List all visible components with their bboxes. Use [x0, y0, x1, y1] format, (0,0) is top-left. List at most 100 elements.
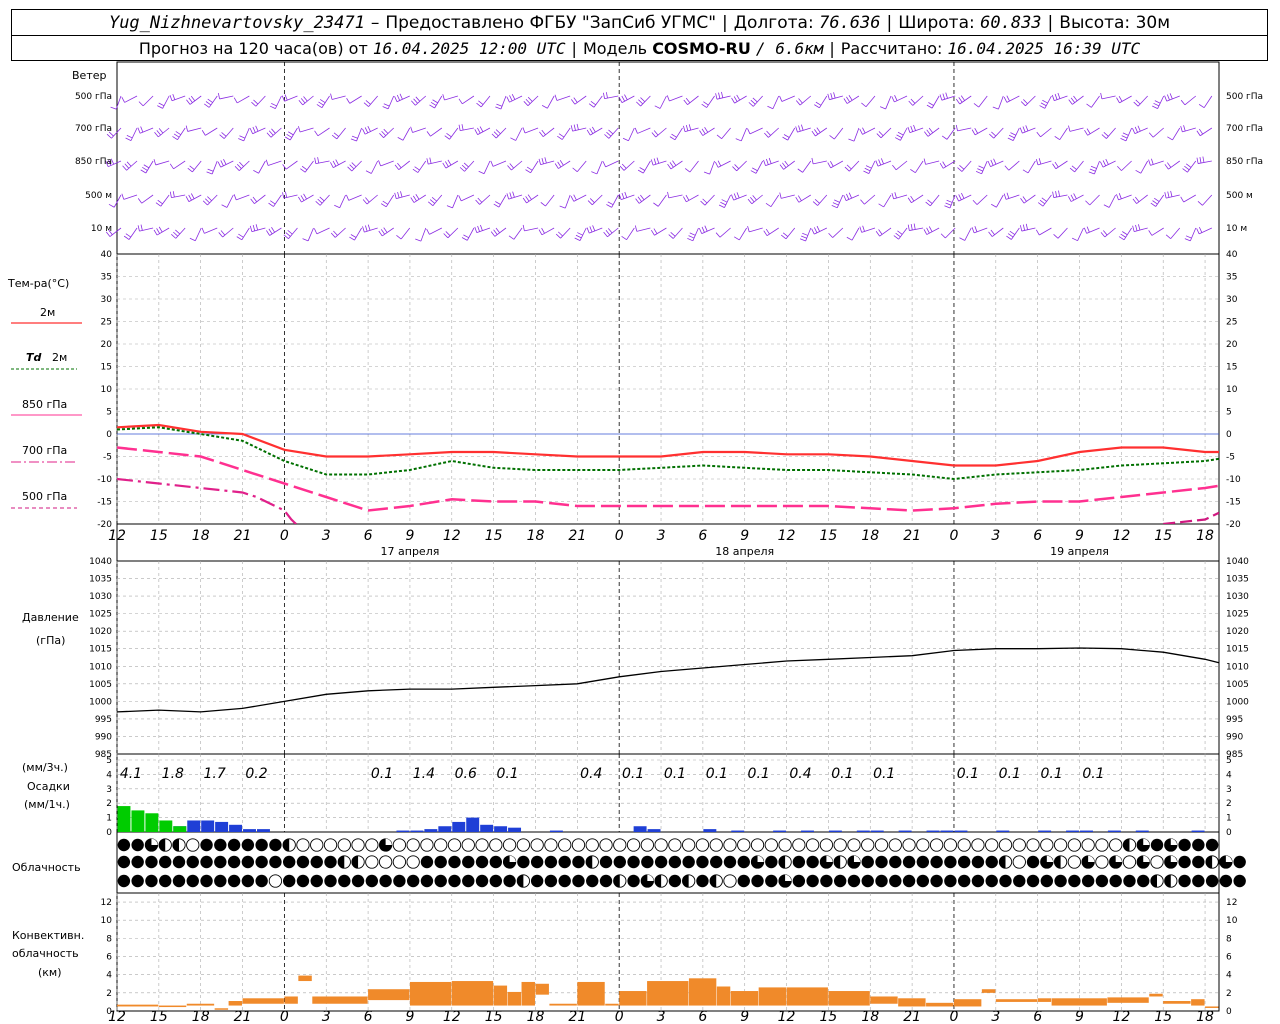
cloud-full: [200, 838, 213, 852]
wind-barb-flag: [442, 94, 445, 101]
wind-barb: [321, 95, 330, 108]
temp-xtick-0: 12: [108, 528, 126, 544]
wind-barb-flag: [153, 159, 157, 166]
wind-barb-flag: [991, 131, 997, 137]
wind-barb-flag: [1116, 97, 1120, 104]
wind-barb-flag: [846, 193, 850, 200]
cloud-clear: [461, 838, 475, 852]
conv-cloud-bar: [521, 981, 535, 1006]
wind-barb: [187, 127, 202, 132]
wind-barb-flag: [206, 171, 213, 175]
wind-barb-flag: [942, 93, 946, 100]
cloud-most: [151, 838, 158, 845]
wind-barb-flag: [110, 158, 115, 165]
wind-barb-flag: [315, 201, 321, 206]
wind-barb-flag: [1138, 224, 1141, 231]
wind-barb-flag: [300, 98, 306, 104]
temp-xtick-25: 15: [1154, 528, 1172, 544]
wind-barb-flag: [207, 98, 213, 103]
precip-total-2: 1.7: [204, 766, 226, 782]
wind-barb: [830, 160, 844, 169]
wind-barb-flag: [431, 196, 437, 202]
wind-barb-flag: [508, 235, 515, 240]
wind-barb-flag: [332, 160, 337, 167]
wind-barb: [1125, 127, 1132, 141]
wind-barb: [128, 227, 138, 240]
wind-barb-flag: [380, 203, 387, 208]
wind-barb: [1022, 127, 1036, 134]
wind-barb-flag: [895, 232, 901, 238]
cloud-full: [1081, 874, 1095, 888]
wind-level-right-4: 10 м: [1226, 224, 1247, 234]
wind-barb-flag: [105, 161, 109, 167]
wind-barb: [1044, 95, 1052, 109]
wind-barb: [145, 160, 154, 174]
cloud-clear: [378, 855, 393, 869]
wind-barbs: [105, 91, 1213, 242]
wind-barb-flag: [875, 231, 880, 237]
wind-barb-flag: [350, 234, 357, 238]
wind-barb-flag: [463, 234, 469, 239]
wind-barb: [420, 227, 427, 242]
wind-barb-flag: [733, 193, 737, 200]
wind-barb-flag: [878, 203, 884, 208]
wind-barb-flag: [233, 194, 237, 201]
wind-barb-flag: [253, 169, 259, 174]
wind-barb: [879, 227, 892, 237]
conv-xtick-12: 0: [615, 1009, 624, 1024]
wind-barb-flag: [189, 237, 196, 242]
wind-barb-flag: [634, 127, 638, 134]
wind-barb-flag: [1166, 162, 1172, 168]
wind-barb: [268, 160, 282, 166]
precip-bar: [870, 830, 884, 832]
temp-xtick-20: 0: [950, 528, 959, 544]
precip-bar: [1038, 830, 1052, 832]
precip-total-12: 0.1: [748, 766, 770, 782]
wind-barb: [238, 160, 250, 171]
wind-barb: [254, 194, 266, 204]
wind-barb-flag: [1020, 101, 1026, 107]
wind-barb-flag: [570, 195, 575, 202]
wind-barb-flag: [1054, 136, 1060, 141]
wind-barb-flag: [1100, 92, 1103, 99]
wind-barb: [258, 160, 266, 174]
wind-barb-flag: [169, 163, 174, 170]
wind-barb-flag: [797, 168, 803, 173]
wind-barb-flag: [718, 204, 725, 208]
wind-barb-flag: [255, 224, 259, 231]
precip-bar: [424, 829, 438, 832]
wind-barb: [851, 227, 860, 241]
wind-barb: [768, 127, 779, 138]
wind-barb: [205, 127, 218, 136]
wind-barb: [733, 194, 747, 201]
conv-xtick-2: 18: [192, 1009, 210, 1024]
wind-barb: [1121, 160, 1132, 171]
wind-barb-flag: [221, 132, 227, 137]
wind-barb-flag: [747, 128, 751, 135]
wind-barb: [1086, 227, 1100, 234]
precip-bar: [996, 830, 1010, 832]
cloud-clear: [1067, 855, 1082, 869]
wind-barb-flag: [844, 166, 850, 172]
wind-barb: [589, 127, 603, 136]
wind-level-right-2: 850 гПа: [1226, 157, 1263, 167]
wind-barb: [171, 194, 186, 199]
temp-tick-right-7: 5: [1226, 408, 1232, 418]
wind-barb-flag: [172, 136, 178, 141]
day-label-1: 18 апреля: [715, 545, 774, 558]
wind-barb: [1198, 160, 1212, 164]
wind-barb-flag: [1035, 229, 1040, 236]
wind-barb-flag: [527, 194, 532, 200]
cloud-clear: [585, 838, 599, 852]
wind-barb: [220, 160, 234, 168]
cloud-full: [586, 874, 599, 888]
wind-barb: [315, 160, 330, 165]
wind-barb-flag: [1199, 128, 1204, 135]
wind-barb-flag: [207, 168, 214, 172]
wind-barb-flag: [750, 99, 756, 105]
wind-barb-flag: [205, 101, 212, 106]
wind-barb-flag: [879, 106, 886, 110]
precip-bar: [633, 826, 647, 832]
cloud-most: [826, 855, 833, 862]
precip-bar: [480, 824, 494, 832]
